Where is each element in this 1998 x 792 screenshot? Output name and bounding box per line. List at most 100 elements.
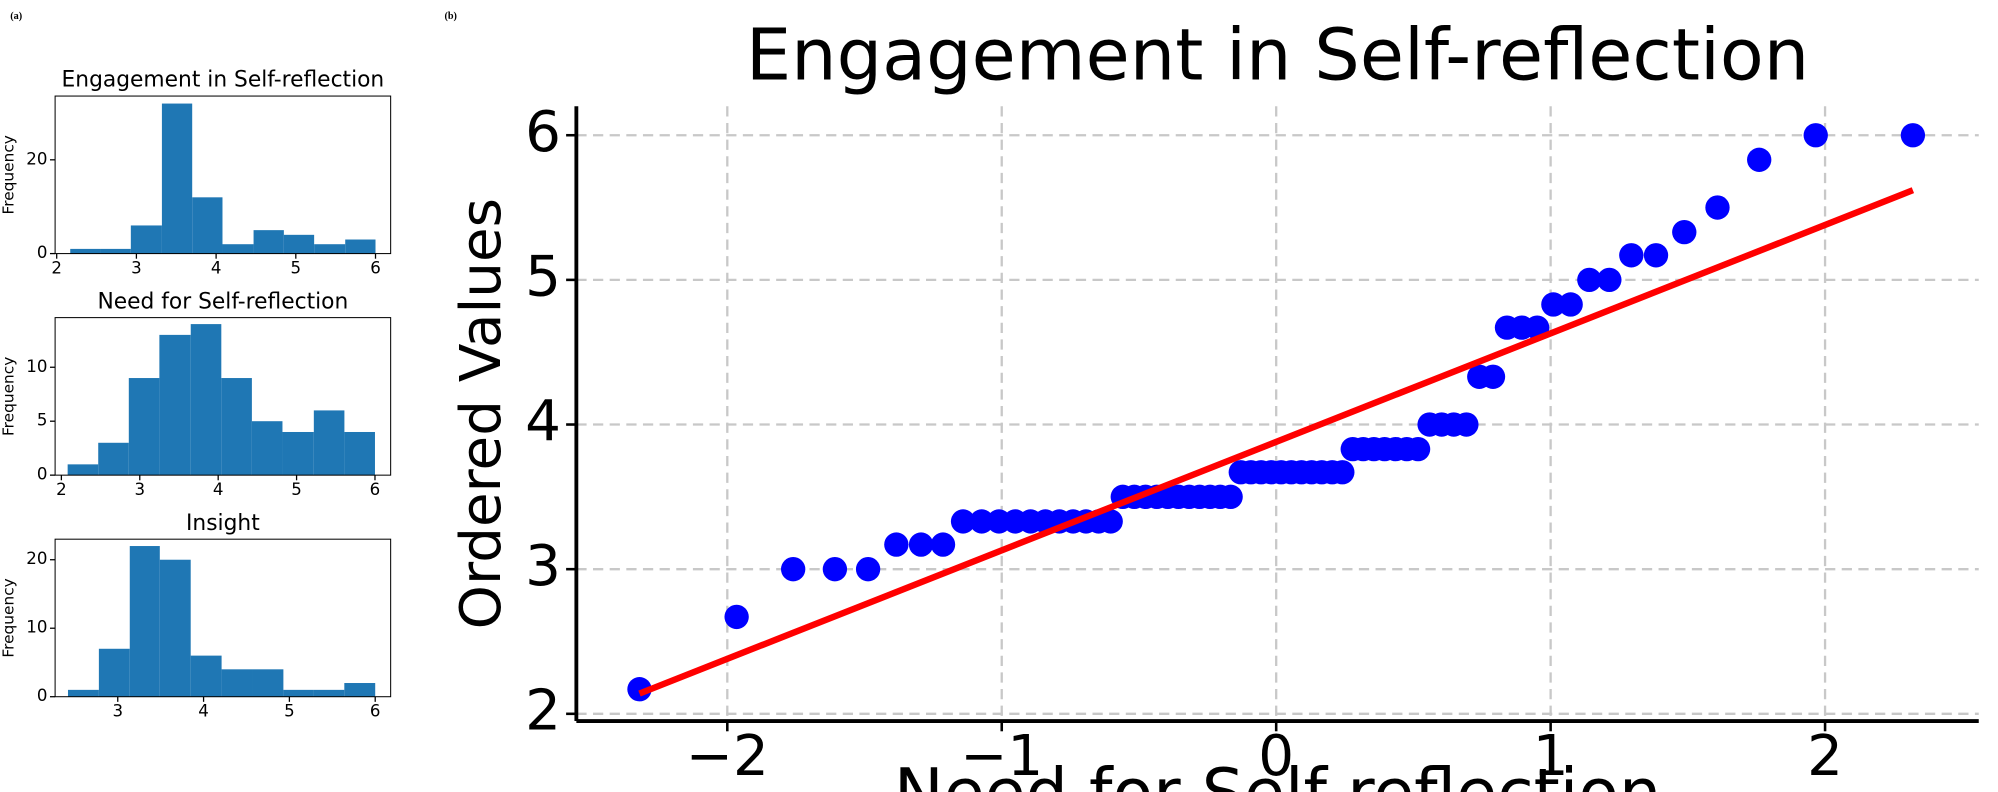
bar [314, 244, 346, 254]
point [1480, 364, 1506, 389]
x-tick-label: 5 [284, 702, 295, 721]
chart-title: Engagement in Self-reflection [62, 68, 385, 93]
bar [129, 546, 160, 697]
point [1330, 460, 1355, 485]
x-tick-label: 2 [51, 258, 62, 277]
x-tick-label: 6 [370, 702, 381, 721]
point [1900, 123, 1926, 148]
fit-line [638, 187, 1915, 697]
bar [344, 431, 375, 476]
y-tick-label: 20 [26, 149, 47, 168]
bar [190, 655, 222, 697]
bar [283, 689, 314, 697]
bar [253, 230, 284, 254]
point [1405, 436, 1431, 462]
x-tick-label: −2 [686, 724, 769, 789]
x-tick-label: 0 [1258, 724, 1294, 789]
bar [313, 410, 345, 476]
bar [128, 378, 160, 476]
point [781, 557, 806, 582]
x-tick-label: 5 [291, 480, 302, 499]
point [822, 557, 848, 582]
bar [190, 324, 222, 476]
y-tick-label: 10 [26, 618, 47, 637]
point [1098, 509, 1123, 534]
point [908, 532, 934, 557]
y-tick-label: 5 [525, 244, 561, 309]
y-tick-label: 3 [525, 534, 561, 599]
chart-title: Engagement in Self-reflection [746, 13, 1809, 97]
point [1619, 243, 1644, 268]
y-tick-label: 10 [26, 357, 47, 376]
y-tick-label: 6 [525, 100, 561, 165]
point [724, 604, 749, 630]
bar [251, 421, 283, 476]
y-tick-label: 0 [37, 686, 48, 705]
y-axis-label: Ordered Values [449, 198, 514, 629]
bar [345, 239, 376, 254]
bar [221, 669, 253, 697]
x-tick-label: 2 [56, 480, 67, 499]
bar [192, 197, 223, 254]
bar [252, 669, 284, 697]
x-tick-label: 2 [1807, 724, 1843, 789]
y-tick-label: 2 [525, 678, 561, 743]
y-tick-label: 4 [525, 389, 561, 454]
point [1541, 292, 1566, 317]
axes-frame [54, 317, 392, 476]
point [969, 509, 994, 534]
bar [159, 334, 191, 476]
chart-title: Need for Self-reflection [97, 289, 348, 314]
bar [67, 464, 99, 476]
bar [221, 378, 252, 476]
point [1597, 267, 1622, 293]
x-tick-label: 1 [1533, 724, 1569, 789]
x-tick-label: 3 [131, 258, 142, 277]
bar [283, 234, 315, 254]
bar [98, 442, 129, 476]
bar [161, 103, 193, 254]
bar [344, 683, 376, 697]
panel-label: (b) [444, 11, 457, 22]
bar [67, 689, 99, 697]
panel-label: (a) [10, 11, 22, 22]
x-tick-label: 4 [198, 702, 209, 721]
point [950, 509, 976, 534]
chart-title: Insight [186, 511, 260, 536]
point [1747, 147, 1772, 172]
x-tick-label: 6 [370, 480, 381, 499]
bar [130, 225, 162, 254]
y-tick-label: 5 [37, 411, 48, 430]
point [1705, 195, 1730, 220]
bar [70, 248, 101, 254]
point [1558, 292, 1583, 317]
point [1643, 243, 1669, 268]
bar [222, 244, 254, 254]
y-tick-label: 0 [37, 465, 48, 484]
x-tick-label: −1 [960, 724, 1043, 789]
point [1218, 484, 1243, 510]
x-tick-label: 5 [291, 258, 302, 277]
axes-frame [54, 538, 392, 698]
x-tick-label: 4 [213, 480, 224, 499]
y-axis-label: Frequency [0, 135, 18, 214]
axes-frame [54, 95, 392, 255]
point [930, 532, 956, 557]
bar [313, 689, 345, 697]
x-tick-label: 3 [134, 480, 145, 499]
point [855, 557, 881, 582]
bar [159, 559, 191, 697]
bar [282, 431, 314, 476]
point [1672, 219, 1697, 245]
y-tick-label: 20 [26, 549, 47, 568]
bar [98, 648, 130, 697]
point [1577, 267, 1602, 293]
point [1454, 412, 1479, 437]
y-tick-label: 0 [37, 243, 48, 262]
bar [100, 248, 131, 254]
x-tick-label: 3 [112, 702, 123, 721]
x-tick-label: 4 [211, 258, 222, 277]
point [627, 677, 652, 702]
y-axis-label: Frequency [0, 357, 18, 436]
